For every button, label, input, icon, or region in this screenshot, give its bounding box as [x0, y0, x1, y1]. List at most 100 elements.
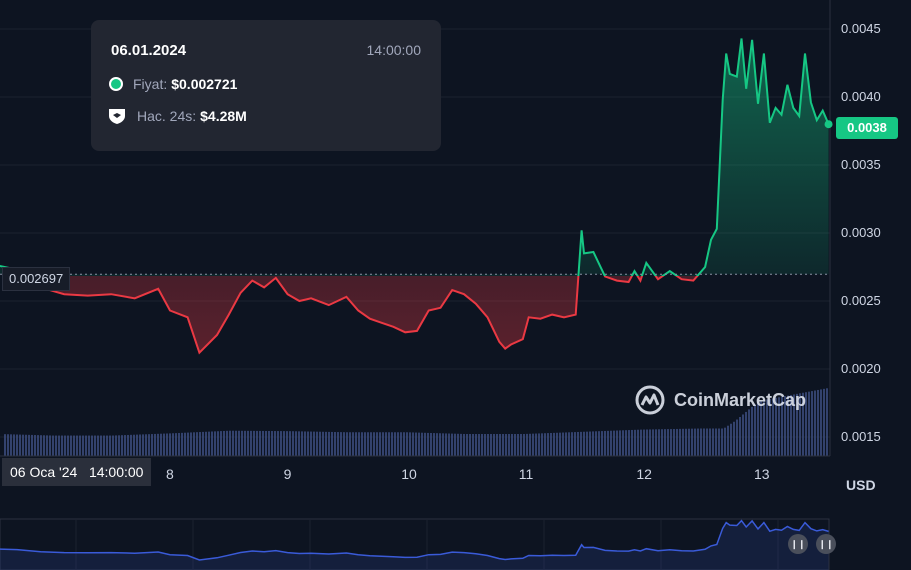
volume-bar — [271, 431, 273, 456]
volume-bar — [640, 429, 642, 456]
volume-bar — [550, 432, 552, 456]
volume-bar — [700, 428, 702, 456]
volume-bar — [433, 433, 435, 456]
volume-bar — [394, 432, 396, 456]
volume-bar — [766, 399, 768, 456]
volume-bars — [4, 388, 828, 456]
volume-bar — [370, 432, 372, 456]
volume-bar — [298, 431, 300, 456]
volume-bar — [154, 433, 156, 456]
volume-bar — [532, 433, 534, 456]
volume-bar — [613, 430, 615, 456]
tooltip-volume-value: $4.28M — [200, 108, 247, 124]
volume-bar — [373, 432, 375, 456]
navigator-left-handle[interactable]: ❙❙ — [788, 534, 808, 554]
volume-bar — [121, 435, 123, 456]
navigator-line — [0, 519, 829, 561]
volume-bar — [427, 432, 429, 456]
volume-bar — [70, 435, 72, 456]
volume-bar — [262, 430, 264, 456]
x-tick-label: 8 — [166, 466, 174, 482]
x-tick-label: 9 — [283, 466, 292, 482]
volume-bar — [307, 431, 309, 456]
volume-bar — [436, 433, 438, 456]
x-tick-label: 12 — [636, 466, 652, 482]
volume-bar — [496, 434, 498, 456]
volume-bar — [793, 394, 795, 456]
volume-bar — [142, 434, 144, 456]
volume-bar — [388, 432, 390, 456]
volume-bar — [466, 434, 468, 456]
volume-bar — [445, 433, 447, 456]
volume-bar — [400, 432, 402, 456]
volume-bar — [211, 431, 213, 456]
price-line — [0, 38, 830, 355]
volume-bar — [352, 432, 354, 456]
volume-bar — [343, 432, 345, 456]
volume-bar — [334, 432, 336, 456]
volume-bar — [817, 389, 819, 456]
volume-bar — [439, 433, 441, 456]
volume-bar — [571, 432, 573, 456]
volume-bar — [673, 428, 675, 456]
volume-bar — [625, 430, 627, 456]
coinmarketcap-watermark: CoinMarketCap — [634, 384, 806, 416]
volume-bar — [241, 430, 243, 456]
line-below-baseline — [23, 276, 699, 355]
volume-bar — [391, 432, 393, 456]
volume-bar — [79, 435, 81, 456]
volume-bar — [22, 434, 24, 456]
volume-bar — [187, 432, 189, 456]
volume-bar — [295, 431, 297, 456]
navigator-frame[interactable] — [0, 518, 830, 570]
volume-bar — [316, 431, 318, 456]
volume-bar — [535, 433, 537, 456]
volume-bar — [487, 434, 489, 456]
volume-bar — [808, 391, 810, 456]
volume-bar — [157, 433, 159, 456]
volume-bar — [706, 428, 708, 456]
volume-bar — [685, 428, 687, 456]
volume-bar — [361, 432, 363, 456]
x-tick-label: 11 — [518, 466, 534, 482]
volume-bar — [802, 392, 804, 456]
navigator-grid — [75, 519, 779, 570]
navigator-area — [0, 520, 829, 570]
volume-bar — [226, 430, 228, 456]
volume-bar — [403, 432, 405, 456]
volume-bar — [214, 431, 216, 456]
volume-bar — [265, 430, 267, 456]
volume-bar — [268, 430, 270, 456]
volume-bar — [421, 432, 423, 456]
volume-bar — [703, 428, 705, 456]
volume-bar — [16, 434, 18, 456]
volume-bar — [175, 433, 177, 456]
volume-bar — [181, 432, 183, 456]
volume-bar — [442, 433, 444, 456]
volume-bar — [721, 428, 723, 456]
volume-bar — [562, 432, 564, 456]
volume-bar — [616, 430, 618, 456]
volume-bar — [256, 430, 258, 456]
y-tick-label: 0.0030 — [841, 225, 881, 240]
volume-bar — [385, 432, 387, 456]
volume-bar — [538, 433, 540, 456]
tooltip-price-label: Fiyat: — [133, 76, 168, 92]
volume-bar — [337, 432, 339, 456]
volume-bar — [754, 404, 756, 456]
volume-bar — [457, 433, 459, 456]
volume-bar — [508, 434, 510, 456]
crosshair-date: 06 Oca '24 — [10, 464, 78, 480]
navigator-right-handle[interactable]: ❙❙ — [816, 534, 836, 554]
volume-bar — [481, 434, 483, 456]
y-tick-label: 0.0045 — [841, 21, 881, 36]
volume-bar — [202, 431, 204, 456]
volume-bar — [283, 431, 285, 456]
volume-bar — [568, 432, 570, 456]
volume-bar — [736, 419, 738, 456]
volume-bar — [577, 431, 579, 456]
volume-bar — [745, 411, 747, 456]
volume-bar — [166, 433, 168, 456]
volume-bar — [349, 432, 351, 456]
volume-bar — [163, 433, 165, 456]
